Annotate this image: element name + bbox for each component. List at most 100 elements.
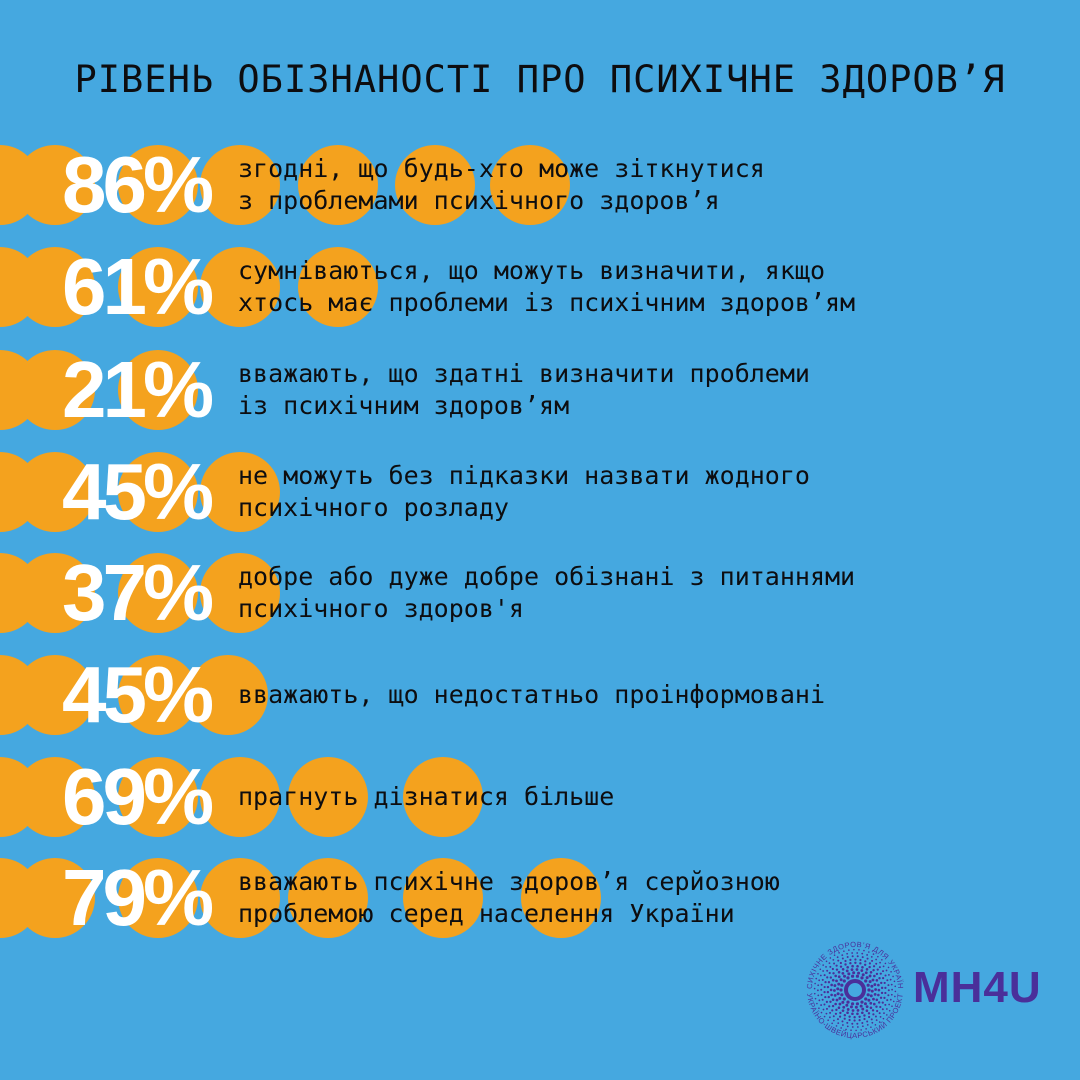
logo-dot <box>874 988 877 991</box>
logo-dot <box>831 978 835 982</box>
logo-dot <box>844 963 847 966</box>
logo-dot <box>863 1002 867 1006</box>
decorative-dot <box>118 757 198 837</box>
logo-dot <box>822 970 825 972</box>
logo-dot <box>827 980 831 984</box>
logo-dot <box>842 1005 846 1009</box>
logo-dot <box>814 982 816 985</box>
stat-description: прагнуть дізнатися більше <box>238 757 1058 837</box>
logo-dot <box>865 1028 867 1030</box>
decorative-dot <box>200 858 280 938</box>
stat-dots <box>0 247 1080 327</box>
logo-dot <box>880 991 884 995</box>
logo-dot <box>832 1015 835 1018</box>
logo-dot <box>879 996 883 1000</box>
logo-dot <box>841 954 844 957</box>
stat-row: 69% прагнуть дізнатися більше <box>0 753 1080 841</box>
logo-dot <box>851 1026 854 1028</box>
logo-dot <box>867 988 871 992</box>
logo-dot <box>825 1000 828 1003</box>
stat-dots <box>0 452 1080 532</box>
stat-dots <box>0 757 1080 837</box>
logo-dot <box>835 968 839 971</box>
logo-dot <box>853 948 855 951</box>
stat-percent: 69% <box>62 752 214 841</box>
logo-dot <box>869 970 873 974</box>
logo-dot <box>840 1027 842 1029</box>
logo-dot <box>859 1004 863 1008</box>
logo-dot <box>884 986 887 989</box>
logo-dot <box>826 990 830 994</box>
logo-dot <box>831 998 835 1001</box>
decorative-dot <box>15 247 95 327</box>
logo-dot <box>868 980 872 984</box>
logo-dot <box>891 1005 893 1007</box>
logo-dot <box>818 999 821 1002</box>
logo-dot <box>855 1029 857 1032</box>
logo-dot <box>841 967 845 971</box>
decorative-dot <box>288 858 368 938</box>
logo-dot <box>831 967 834 971</box>
logo-dot <box>838 952 840 954</box>
logo-dot <box>860 1000 864 1004</box>
logo-dot <box>872 968 875 972</box>
logo-dot <box>829 965 832 968</box>
decorative-dot <box>15 858 95 938</box>
logo-dot <box>825 965 827 968</box>
logo-dot <box>861 965 864 969</box>
logo-dot <box>849 958 852 961</box>
stat-dots <box>0 145 1080 225</box>
logo-dot <box>863 963 867 966</box>
stat-description: згодні, що будь-хто може зіткнутися з про… <box>238 145 1058 225</box>
logo-dot <box>877 988 881 992</box>
decorative-dot <box>288 757 368 837</box>
logo-dot <box>874 1015 877 1018</box>
logo-dot <box>843 950 845 952</box>
logo-dot <box>818 979 821 982</box>
logo-dot <box>832 1019 835 1022</box>
logo-dot <box>834 1002 837 1006</box>
decorative-dot <box>200 247 280 327</box>
logo-dot <box>856 955 859 958</box>
logo-dot <box>877 1001 881 1004</box>
stat-row: 45% не можуть без підказки назвати жодног… <box>0 448 1080 536</box>
stat-row: 21% вважають, що здатні визначити проблем… <box>0 346 1080 434</box>
logo-dot <box>856 1022 859 1025</box>
logo-dot <box>817 973 819 975</box>
logo-dot <box>849 962 852 965</box>
logo-dot <box>841 1009 845 1012</box>
logo-dot <box>817 994 820 997</box>
logo-dot <box>839 988 843 992</box>
logo-dot <box>883 996 886 999</box>
logo-dot <box>875 972 879 976</box>
logo-dot <box>846 965 849 969</box>
logo-dot <box>882 965 885 968</box>
stat-description-line: хтось має проблеми із психічним здоров’я… <box>238 288 856 317</box>
logo-dot <box>869 1001 873 1005</box>
logo-dot <box>823 974 826 977</box>
logo-dot <box>818 1007 820 1009</box>
logo-dot <box>870 1026 872 1028</box>
stat-description-line: прагнуть дізнатися більше <box>238 782 615 811</box>
decorative-dot <box>298 145 378 225</box>
decorative-dot <box>403 757 483 837</box>
logo-dot <box>820 988 823 991</box>
logo-dot <box>861 973 865 977</box>
logo-dot <box>833 984 837 987</box>
logo-dot <box>814 997 817 1000</box>
logo-dot <box>829 957 832 959</box>
logo-dot <box>855 974 860 978</box>
logo-dot <box>879 972 882 975</box>
logo-dot <box>875 998 879 1002</box>
logo-dot <box>870 956 873 958</box>
stat-description: вважають, що недостатньо проінформовані <box>238 655 1058 735</box>
logo-dot <box>834 1012 838 1015</box>
logo-dot <box>850 1002 855 1006</box>
logo-dot <box>844 959 847 963</box>
logo-dot <box>869 1006 873 1010</box>
stat-percent: 61% <box>62 242 214 331</box>
logo-dot <box>861 952 864 955</box>
logo-dot <box>848 1015 851 1018</box>
logo-dot <box>879 1015 882 1018</box>
logo-dot <box>842 979 846 983</box>
